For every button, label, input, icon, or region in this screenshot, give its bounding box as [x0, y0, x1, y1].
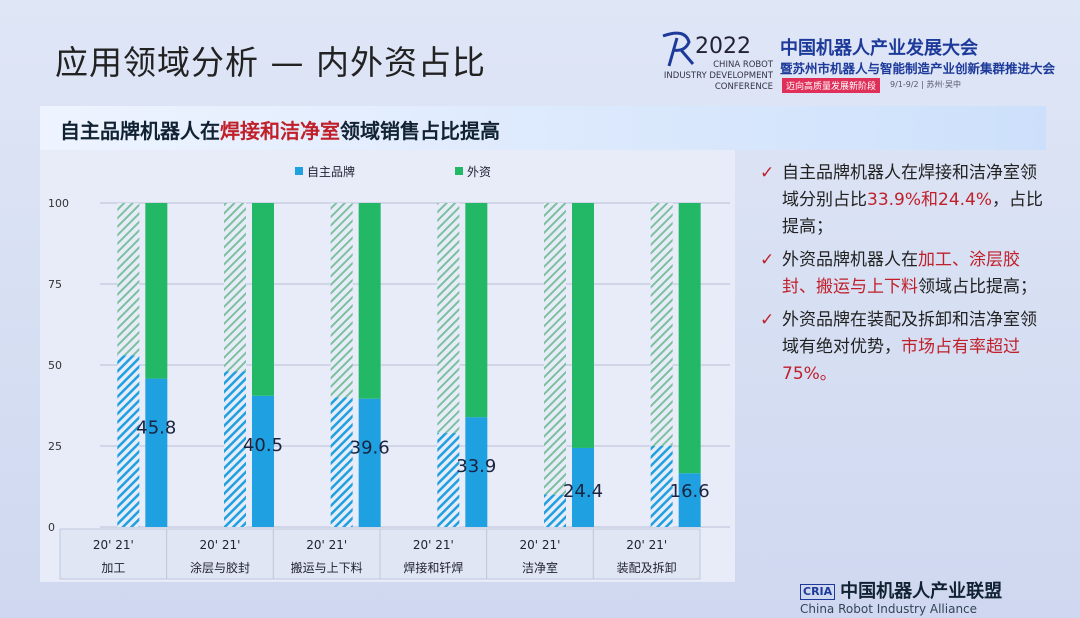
- conference-logo: 2022 CHINA ROBOT INDUSTRY DEVELOPMENT CO…: [625, 28, 1065, 98]
- category-cell: [592, 528, 701, 580]
- data-label: 39.6: [350, 438, 390, 459]
- footer-cn: 中国机器人产业联盟: [840, 581, 1003, 602]
- bar-2020-foreign: [437, 203, 460, 434]
- bar-2020-foreign: [650, 203, 673, 446]
- sub-category-label: 20' 21': [306, 538, 347, 552]
- bar-2020-domestic: [330, 397, 353, 527]
- chart-panel: 0 25 50 75 100 自主品牌 外资 45.8 20' 21' 加工 40.5 20' 21'…: [40, 150, 735, 582]
- bar-2021-foreign: [252, 203, 274, 396]
- note-item: ✓ 自主品牌机器人在焊接和洁净室领域分别占比33.9%和24.4%，占比提高；: [760, 160, 1050, 241]
- note-text: ，占比提高；: [782, 190, 1044, 237]
- bar-2021-foreign: [465, 203, 488, 418]
- category-label: 搬运与上下料: [291, 560, 363, 575]
- bar-2021-domestic: [358, 398, 381, 527]
- note-item: ✓ 外资品牌在装配及拆卸和洁净室领域有绝对优势，市场占有率超过75%。: [760, 307, 1050, 388]
- sub-category-label: 20' 21': [93, 538, 134, 552]
- sub-category-label: 20' 21': [413, 538, 454, 552]
- legend-label: 外资: [467, 165, 491, 179]
- footer-en: China Robot Industry Alliance: [800, 602, 978, 616]
- sub-category-label: 20' 21': [200, 538, 241, 552]
- category-label: 洁净室: [522, 560, 558, 575]
- sub-category-label: 20' 21': [626, 538, 667, 552]
- bar-2020-domestic: [117, 355, 140, 527]
- bar-2021-domestic: [678, 473, 701, 527]
- banner-highlight: 焊接和洁净室: [220, 119, 340, 143]
- notes-list: ✓ 自主品牌机器人在焊接和洁净室领域分别占比33.9%和24.4%，占比提高； ✓ 外…: [760, 160, 1050, 394]
- robot-logo-icon: [662, 31, 695, 67]
- banner-post: 领域销售占比提高: [340, 119, 500, 143]
- category-label: 涂层与胶封: [190, 560, 250, 575]
- note-item: ✓ 外资品牌机器人在加工、涂层胶封、搬运与上下料领域占比提高；: [760, 247, 1050, 301]
- bar-2021-foreign: [678, 203, 701, 474]
- bar-2020-domestic: [544, 494, 566, 527]
- note-text: 外资品牌机器人在: [782, 250, 918, 270]
- data-label: 24.4: [563, 481, 603, 502]
- bar-2020-domestic: [650, 446, 673, 527]
- y-tick-label: 25: [48, 440, 62, 453]
- banner-text: 自主品牌机器人在焊接和洁净室领域销售占比提高: [60, 115, 500, 144]
- y-tick-label: 50: [48, 359, 62, 372]
- bar-2021-foreign: [145, 203, 168, 379]
- check-icon: ✓: [760, 163, 775, 183]
- note-text: 外资品牌在装配及拆卸和洁净室领域有绝对优势，: [782, 310, 1037, 357]
- logo-cn2: 暨苏州市机器人与智能制造产业创新集群推进大会: [780, 61, 1056, 76]
- category-label: 装配及拆卸: [617, 560, 677, 575]
- page-title: 应用领域分析 — 内外资占比: [55, 43, 486, 82]
- footer-abbr: CRIA: [800, 584, 836, 600]
- bar-2021-domestic: [145, 378, 168, 527]
- data-label: 33.9: [456, 456, 496, 477]
- data-label: 16.6: [670, 481, 710, 502]
- bar-2020-foreign: [224, 203, 246, 372]
- category-label: 加工: [101, 561, 125, 575]
- note-text: 自主品牌机器人在焊接和洁净室领域分别占比: [782, 163, 1037, 210]
- bar-2021-foreign: [572, 203, 594, 448]
- bar-2020-domestic: [437, 433, 460, 527]
- note-text: 领域占比提高；: [918, 277, 1037, 297]
- legend-swatch: [295, 167, 303, 175]
- bar-2020-domestic: [224, 371, 246, 527]
- subtitle-banner: 自主品牌机器人在焊接和洁净室领域销售占比提高: [40, 106, 1046, 150]
- check-icon: ✓: [760, 250, 775, 270]
- logo-year: 2022: [695, 34, 751, 59]
- bar-2020-foreign: [117, 203, 140, 356]
- note-text: 加工、涂层胶封、搬运与上下料: [782, 250, 1020, 297]
- y-tick-label: 100: [48, 197, 69, 210]
- category-label: 焊接和钎焊: [403, 560, 463, 575]
- legend-swatch: [455, 167, 463, 175]
- bar-2021-foreign: [358, 203, 381, 399]
- note-text: 市场占有率超过75%。: [782, 337, 1020, 384]
- legend-label: 自主品牌: [307, 165, 355, 179]
- logo-tag: 迈向高质量发展新阶段: [782, 78, 881, 93]
- y-tick-label: 75: [48, 278, 62, 291]
- data-label: 45.8: [136, 418, 176, 439]
- banner-pre: 自主品牌机器人在: [60, 119, 220, 143]
- category-cell: [59, 528, 168, 580]
- logo-date: 9/1-9/2 | 苏州·吴中: [890, 80, 961, 89]
- data-label: 40.5: [243, 435, 283, 456]
- logo-cn1: 中国机器人产业发展大会: [780, 38, 978, 59]
- footer-logo: CRIA 中国机器人产业联盟 China Robot Industry Allia…: [800, 582, 1002, 616]
- bar-2021-domestic: [252, 395, 274, 527]
- check-icon: ✓: [760, 310, 775, 330]
- bar-2021-domestic: [465, 417, 488, 527]
- note-text: 33.9%和24.4%: [867, 190, 993, 210]
- category-cell: [166, 528, 274, 580]
- y-tick-label: 0: [48, 521, 55, 534]
- sub-category-label: 20' 21': [520, 538, 561, 552]
- bar-2020-foreign: [544, 203, 566, 495]
- bar-2021-domestic: [572, 447, 594, 527]
- stacked-bar-chart: 0 25 50 75 100 自主品牌 外资 45.8 20' 21' 加工 40.5 20' 21'…: [48, 165, 730, 580]
- bar-2020-foreign: [330, 203, 353, 398]
- logo-en: CHINA ROBOT INDUSTRY DEVELOPMENT CONFERE…: [663, 60, 773, 92]
